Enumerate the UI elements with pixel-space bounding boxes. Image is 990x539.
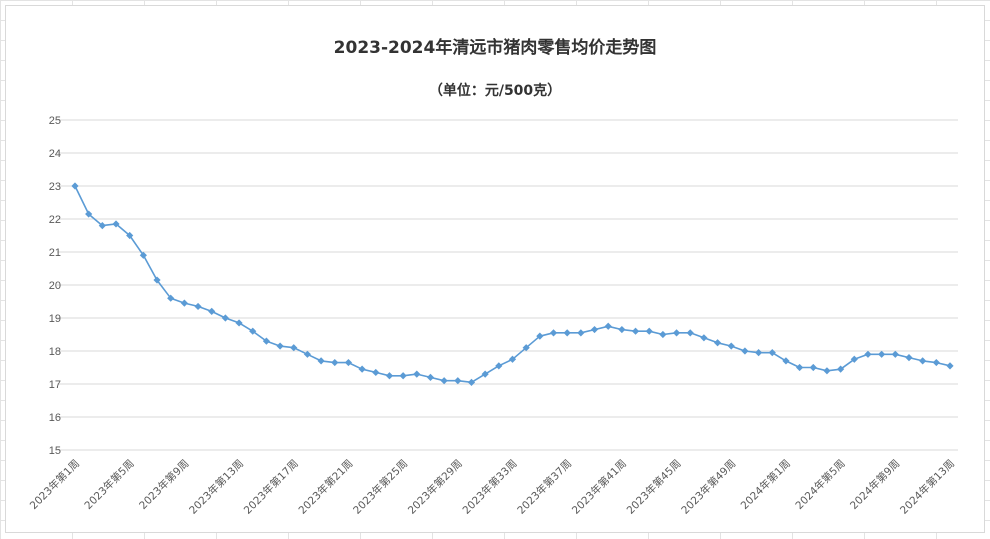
data-point <box>167 294 175 302</box>
data-point <box>344 358 353 367</box>
data-point <box>71 182 79 190</box>
data-point <box>577 329 585 337</box>
data-point <box>837 365 845 373</box>
y-tick-label: 16 <box>49 412 61 424</box>
x-tick-label: 2023年第17周 <box>241 457 301 517</box>
data-point <box>385 372 394 380</box>
x-tick-label: 2023年第9周 <box>136 457 191 512</box>
data-point <box>727 342 735 350</box>
x-tick-label: 2024年第1周 <box>738 457 793 512</box>
data-point <box>467 378 476 386</box>
data-point <box>905 354 913 362</box>
data-point <box>590 325 599 334</box>
y-tick-label: 17 <box>49 379 61 391</box>
data-point <box>713 339 722 347</box>
x-tick-label: 2024年第13周 <box>897 457 957 517</box>
chart-title: 2023-2024年清远市猪肉零售均价走势图 <box>333 38 657 58</box>
data-point <box>303 350 312 358</box>
x-tick-label: 2023年第1周 <box>27 457 82 512</box>
chart-area[interactable]: 2023-2024年清远市猪肉零售均价走势图 （单位：元/500克） <box>5 5 985 533</box>
x-tick-label: 2024年第5周 <box>793 457 848 512</box>
data-point <box>741 347 749 355</box>
data-point <box>331 358 339 367</box>
data-point <box>481 370 489 378</box>
data-point <box>754 349 763 357</box>
x-tick-label: 2023年第5周 <box>82 457 137 512</box>
data-point <box>126 231 134 240</box>
data-point <box>700 334 708 342</box>
data-point <box>413 370 421 378</box>
data-point <box>891 350 899 358</box>
data-point <box>208 307 216 315</box>
data-point <box>454 377 462 385</box>
y-tick-label: 25 <box>49 115 61 127</box>
x-tick-label: 2023年第37周 <box>514 457 574 517</box>
data-point <box>180 299 188 307</box>
data-point <box>440 377 448 385</box>
data-point <box>249 327 257 335</box>
data-point <box>262 337 271 345</box>
data-point <box>85 210 93 218</box>
data-point <box>549 329 558 337</box>
data-point <box>426 373 435 381</box>
y-tick-label: 18 <box>49 346 61 358</box>
data-point <box>919 357 927 365</box>
data-point <box>372 368 380 377</box>
data-point <box>276 342 284 350</box>
data-point <box>686 329 694 337</box>
data-point <box>235 319 243 327</box>
data-point <box>645 327 653 335</box>
x-tick-label: 2023年第49周 <box>679 457 739 517</box>
data-point <box>194 302 202 311</box>
data-point <box>604 322 612 330</box>
x-tick-label: 2023年第25周 <box>350 457 410 517</box>
x-tick-label: 2023年第29周 <box>405 457 465 517</box>
data-point <box>536 332 544 340</box>
x-tick-label: 2023年第21周 <box>296 457 356 517</box>
data-point <box>153 276 161 284</box>
data-point <box>932 358 940 367</box>
data-point <box>864 350 872 358</box>
data-point <box>98 222 106 230</box>
data-point <box>563 329 571 337</box>
y-tick-label: 19 <box>49 313 61 325</box>
chart-subtitle: （单位：元/500克） <box>428 83 562 99</box>
data-point <box>659 330 667 339</box>
data-point <box>399 372 407 380</box>
data-point <box>672 329 681 337</box>
data-point <box>495 362 503 370</box>
x-tick-label: 2023年第45周 <box>624 457 684 517</box>
data-point <box>631 327 640 335</box>
x-tick-label: 2023年第33周 <box>460 457 520 517</box>
data-point <box>139 251 147 259</box>
data-point <box>796 363 804 372</box>
data-point <box>522 344 530 352</box>
data-point <box>290 344 298 352</box>
x-tick-label: 2023年第13周 <box>186 457 246 517</box>
y-tick-label: 21 <box>49 247 61 259</box>
data-point <box>317 357 325 365</box>
data-point <box>112 220 120 228</box>
y-tick-label: 23 <box>49 181 61 193</box>
data-point <box>358 365 366 373</box>
data-point <box>823 367 831 375</box>
data-point <box>782 357 790 365</box>
y-tick-label: 22 <box>49 214 61 226</box>
y-tick-label: 15 <box>49 445 61 457</box>
data-point <box>221 314 229 322</box>
data-point <box>618 325 626 334</box>
series-line <box>74 185 951 384</box>
y-tick-label: 24 <box>49 148 61 160</box>
x-tick-label: 2024年第9周 <box>847 457 902 512</box>
data-point <box>809 363 817 372</box>
data-point <box>946 362 954 370</box>
data-point <box>878 350 886 358</box>
data-point <box>768 349 776 357</box>
data-point <box>850 355 858 363</box>
y-tick-label: 20 <box>49 280 61 292</box>
data-point <box>508 355 517 363</box>
x-tick-label: 2023年第41周 <box>569 457 629 517</box>
